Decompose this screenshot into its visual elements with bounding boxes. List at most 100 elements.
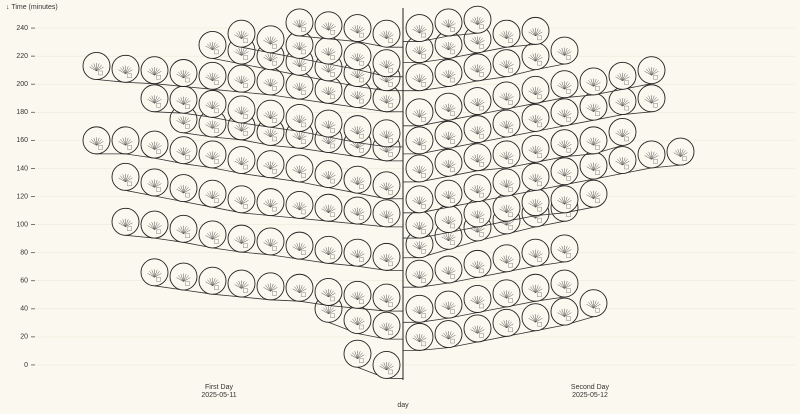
sketch-stroke bbox=[593, 166, 601, 171]
sketch-stroke bbox=[205, 281, 213, 286]
sketch-stroke bbox=[212, 101, 216, 109]
sketch-stroke bbox=[564, 111, 570, 118]
sketch-stroke bbox=[617, 74, 623, 81]
sketch-stroke bbox=[354, 317, 358, 326]
sketch-stroke bbox=[352, 141, 358, 149]
dot bbox=[140, 258, 169, 287]
dot bbox=[140, 168, 169, 197]
sketch-stroke bbox=[357, 94, 365, 100]
sketch-stroke bbox=[472, 327, 478, 334]
sketch-stroke bbox=[328, 289, 332, 298]
sketch-stroke bbox=[147, 70, 155, 76]
dot bbox=[227, 64, 256, 93]
sketch-stroke bbox=[270, 130, 276, 138]
sketch-stroke bbox=[241, 280, 245, 289]
sketch-stroke bbox=[506, 94, 512, 101]
dot bbox=[579, 151, 608, 180]
sketch-stroke bbox=[535, 253, 543, 258]
sketch-stroke bbox=[443, 133, 449, 140]
sketch-stroke bbox=[176, 73, 184, 79]
sketch-stroke bbox=[381, 363, 387, 371]
sketch-stroke bbox=[241, 127, 249, 132]
sketch-stroke bbox=[535, 318, 543, 323]
sketch-stroke bbox=[379, 186, 387, 191]
sketch-stroke bbox=[234, 284, 242, 289]
sketch-stroke bbox=[472, 18, 478, 25]
sketch-stroke bbox=[183, 277, 191, 282]
sketch-label bbox=[330, 212, 335, 217]
sketch-stroke bbox=[622, 74, 628, 81]
sketch-stroke bbox=[528, 253, 536, 258]
sketch-stroke bbox=[448, 194, 456, 199]
sketch-stroke bbox=[593, 104, 597, 112]
sketch-stroke bbox=[379, 298, 387, 303]
sketch-label bbox=[479, 105, 484, 111]
sketch-label bbox=[537, 218, 542, 223]
sketch-stroke bbox=[125, 177, 133, 183]
sketch-stroke bbox=[503, 31, 507, 39]
sketch-label bbox=[537, 60, 542, 66]
sketch-stroke bbox=[180, 70, 184, 79]
sketch-stroke bbox=[412, 78, 420, 83]
sketch-stroke bbox=[445, 104, 449, 112]
sketch-stroke bbox=[593, 163, 597, 171]
sketch-stroke bbox=[564, 82, 570, 90]
sketch-stroke bbox=[412, 245, 420, 250]
sketch-stroke bbox=[147, 273, 155, 278]
sketch-stroke bbox=[419, 46, 423, 55]
sketch-stroke bbox=[528, 318, 536, 323]
sketch-stroke bbox=[506, 206, 512, 213]
sketch-stroke bbox=[296, 165, 300, 174]
sketch-stroke bbox=[236, 77, 242, 84]
sketch-stroke bbox=[241, 110, 249, 115]
sketch-stroke bbox=[448, 43, 454, 51]
sketch-stroke bbox=[96, 139, 102, 146]
dot bbox=[372, 49, 401, 78]
sketch-stroke bbox=[154, 68, 160, 76]
sketch-stroke bbox=[267, 53, 271, 62]
sketch-stroke bbox=[419, 221, 423, 230]
sketch-stroke bbox=[535, 286, 541, 293]
sketch-stroke bbox=[386, 257, 394, 263]
sketch-stroke bbox=[325, 87, 329, 95]
sketch-stroke bbox=[535, 87, 539, 95]
sketch-stroke bbox=[325, 47, 329, 56]
sketch-stroke bbox=[506, 122, 512, 129]
sketch-stroke bbox=[183, 227, 189, 234]
sketch-stroke bbox=[379, 326, 387, 331]
dot bbox=[169, 85, 198, 114]
dot bbox=[405, 35, 434, 64]
sketch-label bbox=[508, 187, 513, 192]
dot bbox=[285, 103, 314, 132]
sketch-stroke bbox=[559, 49, 565, 56]
sketch-label bbox=[479, 268, 484, 274]
sketch-label bbox=[359, 184, 364, 189]
sketch-stroke bbox=[644, 99, 652, 104]
sketch-label bbox=[450, 198, 455, 203]
sketch-stroke bbox=[122, 137, 126, 146]
sketch-stroke bbox=[506, 205, 510, 213]
sketch-stroke bbox=[414, 47, 420, 55]
dot bbox=[463, 174, 492, 203]
sketch-stroke bbox=[419, 26, 425, 34]
sketch-stroke bbox=[154, 271, 160, 278]
sketch-stroke bbox=[501, 256, 507, 264]
sketch-label bbox=[272, 169, 277, 174]
sketch-stroke bbox=[381, 212, 387, 219]
sketch-label bbox=[272, 246, 277, 251]
dot bbox=[256, 227, 285, 256]
sketch-stroke bbox=[386, 255, 392, 263]
sketch-stroke bbox=[147, 225, 155, 230]
sketch-stroke bbox=[386, 184, 392, 191]
sketch-stroke bbox=[472, 38, 478, 45]
sketch-stroke bbox=[477, 64, 481, 73]
dot bbox=[434, 148, 463, 177]
sketch-stroke bbox=[125, 174, 129, 182]
sketch-stroke bbox=[328, 309, 336, 315]
sketch-stroke bbox=[564, 169, 570, 177]
sketch-stroke bbox=[357, 70, 361, 79]
sketch-stroke bbox=[419, 307, 425, 314]
sketch-stroke bbox=[501, 181, 507, 188]
sketch-stroke bbox=[321, 139, 329, 145]
sketch-stroke bbox=[325, 171, 329, 180]
